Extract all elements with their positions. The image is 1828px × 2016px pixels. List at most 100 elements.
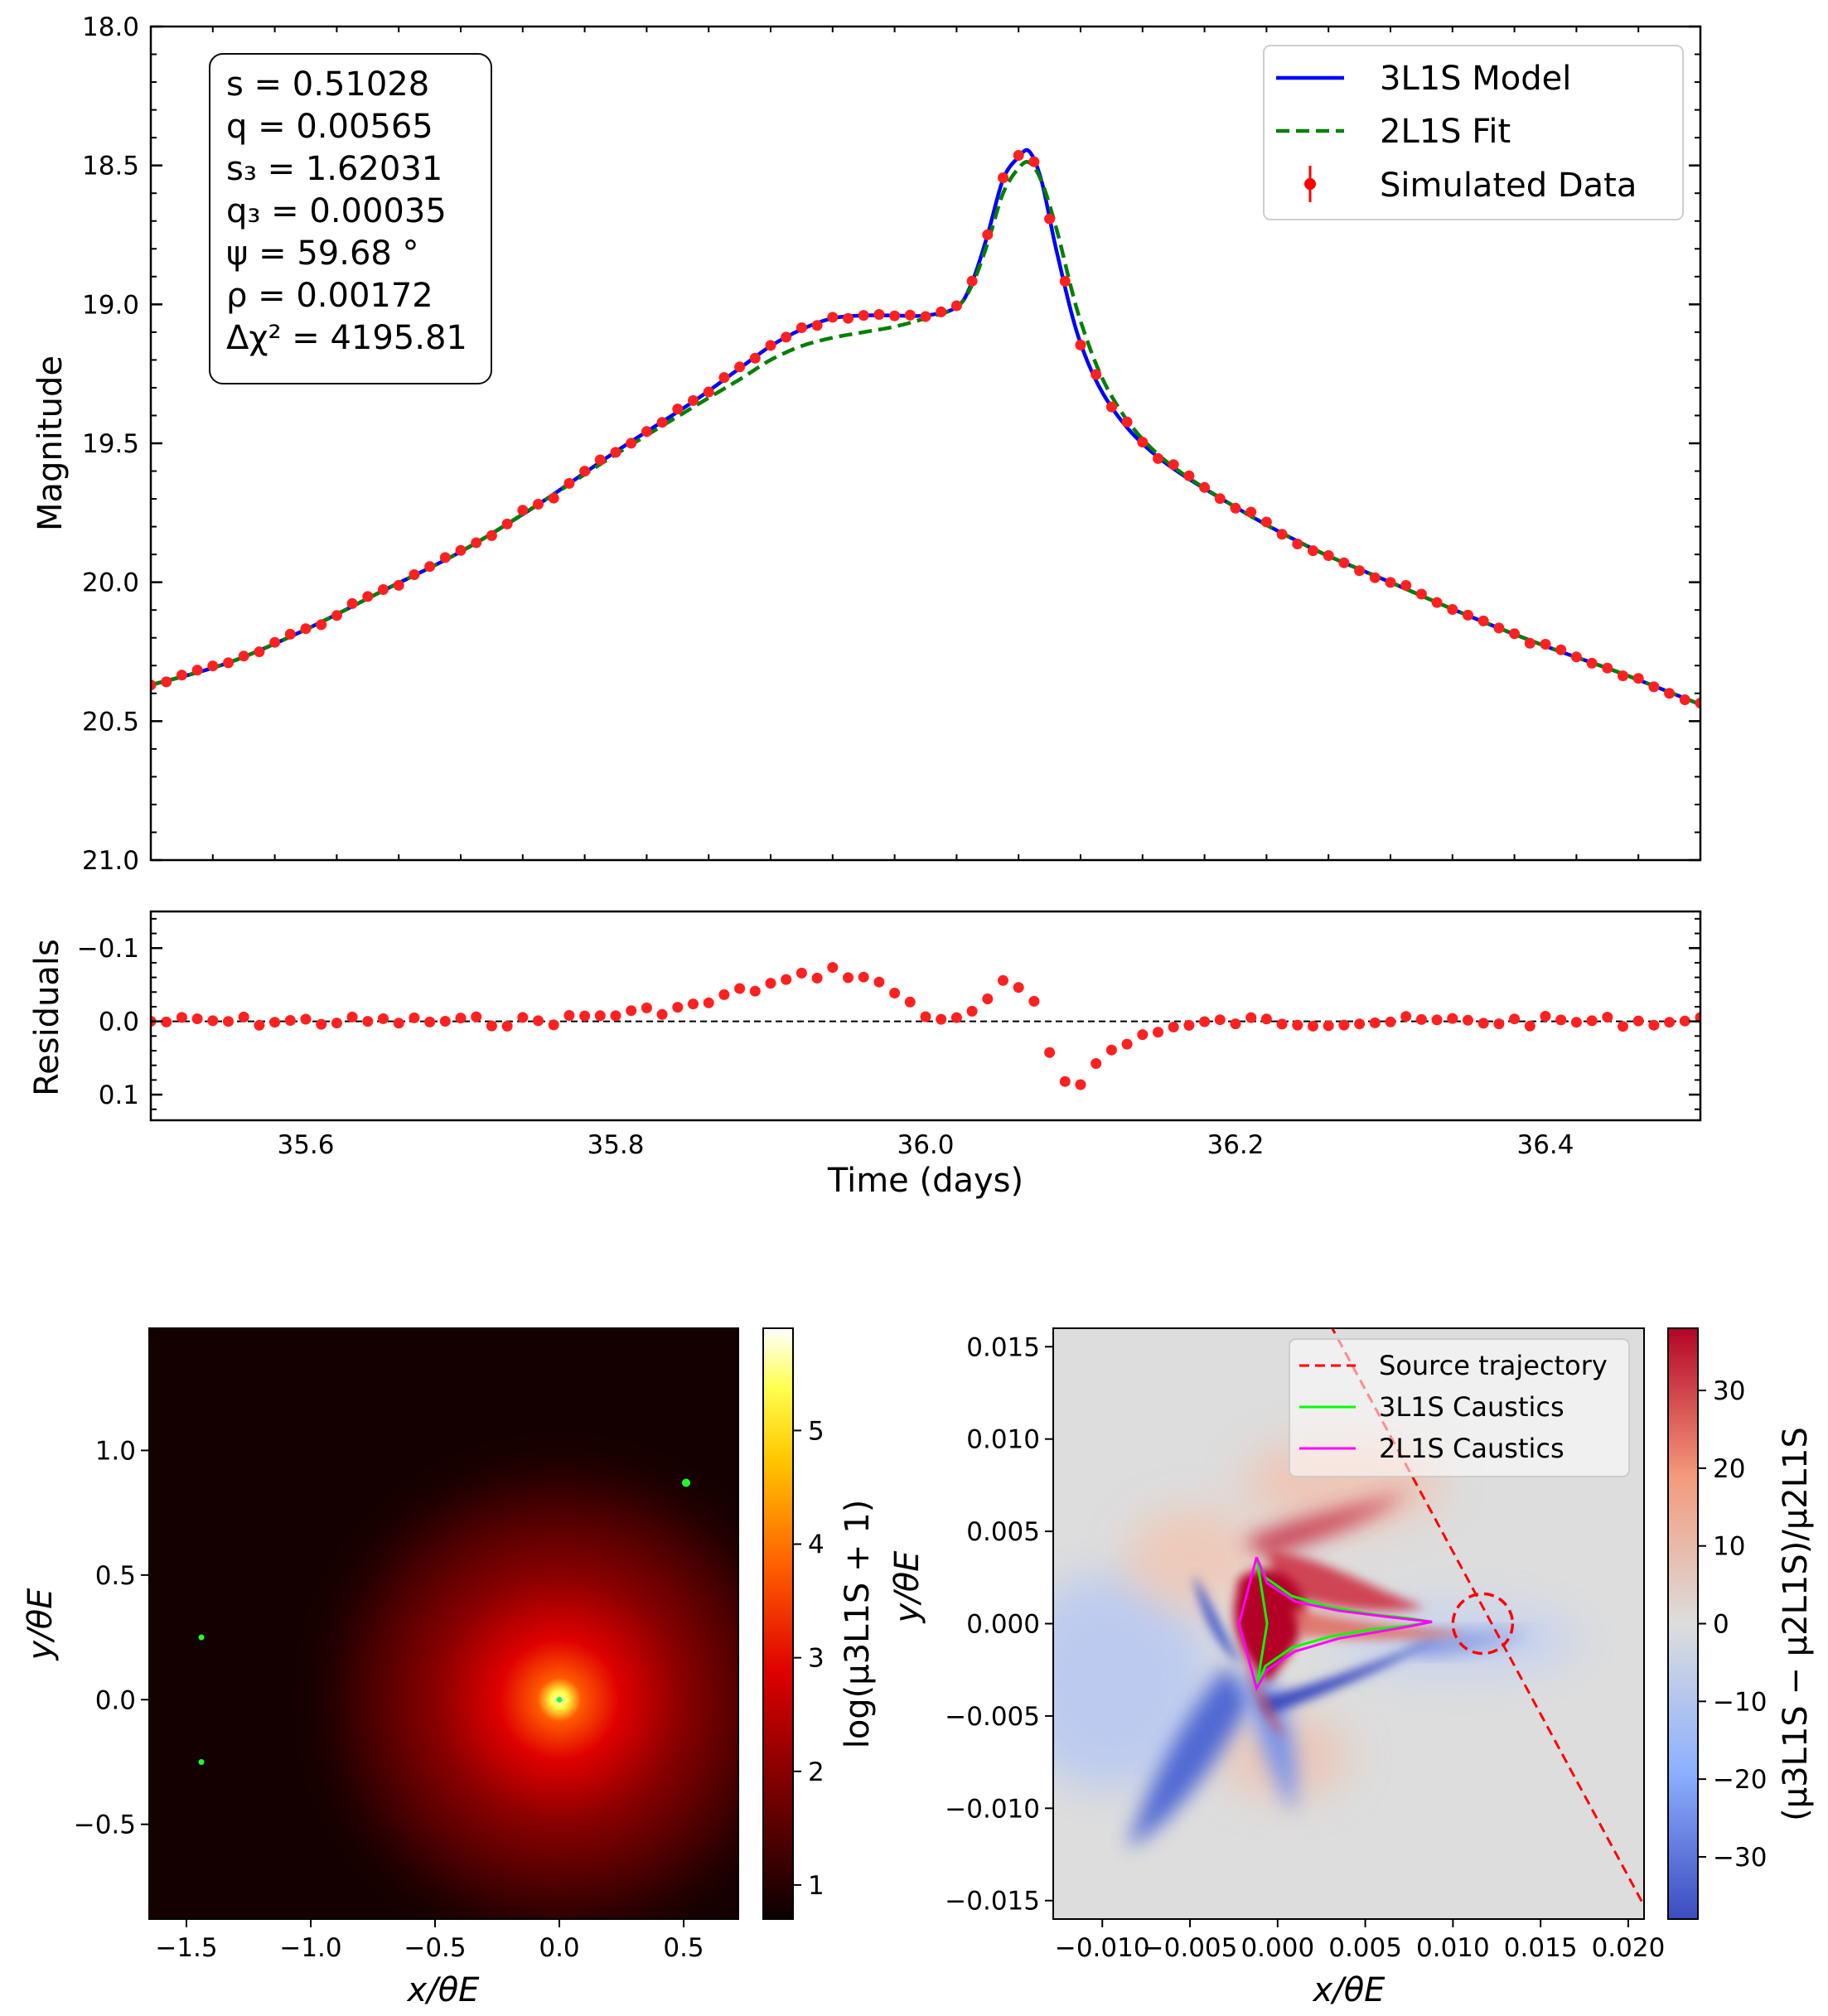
diff-ylabel: y/θE xyxy=(888,1550,926,1624)
data-point xyxy=(1245,506,1257,518)
data-point xyxy=(1415,588,1427,600)
residual-point xyxy=(1648,1019,1660,1031)
data-point xyxy=(718,372,730,384)
residual-point xyxy=(1524,1020,1535,1032)
param-s3: s₃ = 1.62031 xyxy=(226,150,442,188)
data-point xyxy=(1400,580,1412,591)
data-point xyxy=(471,537,482,549)
residual-point xyxy=(688,998,699,1010)
data-point xyxy=(1586,657,1598,669)
data-point xyxy=(439,552,451,563)
legend-3l1s-label: 3L1S Model xyxy=(1380,60,1571,98)
data-point xyxy=(1044,213,1056,225)
data-point xyxy=(176,670,187,681)
data-point xyxy=(1493,622,1505,634)
data-point xyxy=(1664,688,1676,699)
colorbar-tick-label: −20 xyxy=(1713,1765,1767,1795)
residual-point xyxy=(1415,1013,1427,1025)
lightcurve-legend: 3L1S Model 2L1S Fit Simulated Data xyxy=(1263,45,1684,220)
x-tick-label: −0.010 xyxy=(1055,1933,1150,1963)
residual-point xyxy=(1028,995,1040,1007)
residual-point xyxy=(594,1010,606,1022)
residual-point xyxy=(641,1002,652,1013)
y-tick-label: 18.0 xyxy=(82,12,139,42)
residual-point xyxy=(1664,1017,1676,1028)
data-point xyxy=(331,610,342,621)
data-point xyxy=(703,386,714,398)
data-point xyxy=(269,636,281,648)
data-point xyxy=(533,499,544,510)
residual-point xyxy=(1555,1014,1567,1026)
2l1s-caustic-curve xyxy=(1237,1556,1433,1692)
data-point xyxy=(300,623,312,635)
data-point xyxy=(1308,545,1318,557)
data-point xyxy=(1524,637,1535,649)
residual-point xyxy=(1276,1018,1288,1030)
residual-point xyxy=(563,1010,575,1021)
residual-point xyxy=(982,993,994,1004)
data-point xyxy=(966,275,978,287)
data-point xyxy=(936,306,947,317)
residual-point xyxy=(439,1016,451,1027)
residual-point xyxy=(1354,1018,1366,1030)
param-s: s = 0.51028 xyxy=(226,65,429,104)
residual-point xyxy=(1602,1012,1613,1023)
y-tick-label: 0.005 xyxy=(966,1517,1040,1547)
data-point xyxy=(501,518,513,529)
residual-point xyxy=(781,974,792,985)
residuals-xlabel: Time (days) xyxy=(827,1162,1023,1200)
data-point xyxy=(548,492,559,504)
residual-point xyxy=(1509,1013,1521,1025)
y-tick-label: 1.0 xyxy=(95,1436,136,1466)
data-point xyxy=(517,505,529,516)
data-point xyxy=(393,579,404,591)
residual-point xyxy=(316,1018,327,1030)
data-point xyxy=(641,426,652,438)
data-point xyxy=(1477,615,1489,626)
x-tick-label: 0.015 xyxy=(1504,1933,1578,1963)
x-tick-label: 0.010 xyxy=(1416,1933,1490,1963)
residual-point xyxy=(1695,1012,1700,1023)
data-point xyxy=(672,404,684,415)
data-point xyxy=(1153,452,1163,464)
x-tick-label: −1.0 xyxy=(279,1933,341,1963)
data-point xyxy=(191,665,203,676)
data-point xyxy=(1199,481,1211,493)
colorbar-tick-label: 0 xyxy=(1713,1610,1729,1640)
residual-point xyxy=(176,1012,187,1023)
y-tick-label: 0.015 xyxy=(966,1332,1040,1362)
residual-point xyxy=(1292,1019,1303,1031)
x-tick-label: 35.8 xyxy=(587,1130,644,1160)
residual-point xyxy=(873,976,885,988)
x-tick-label: −0.5 xyxy=(404,1933,466,1963)
data-point xyxy=(238,650,249,662)
data-point xyxy=(1137,437,1149,448)
residual-point xyxy=(284,1015,296,1026)
data-point xyxy=(1555,644,1567,655)
data-point xyxy=(749,352,761,364)
data-point xyxy=(827,312,839,323)
data-point xyxy=(1059,276,1071,287)
colorbar-tick-label: 4 xyxy=(808,1530,825,1560)
residual-points xyxy=(151,962,1700,1090)
data-point xyxy=(207,660,219,672)
data-point xyxy=(998,172,1008,183)
diff-colorbar-label: (μ3L1S − μ2L1S)/μ2L1S xyxy=(1777,1427,1815,1821)
data-point xyxy=(688,394,699,406)
residual-point xyxy=(703,997,714,1008)
residual-point xyxy=(1121,1038,1133,1050)
residual-point xyxy=(966,1005,978,1017)
residual-point xyxy=(1137,1029,1149,1041)
data-point xyxy=(1618,670,1628,682)
data-point xyxy=(378,584,389,595)
residual-point xyxy=(1586,1015,1598,1027)
colorbar-tick-label: 30 xyxy=(1713,1376,1745,1406)
lightcurve-ylabel: Magnitude xyxy=(31,355,70,531)
colorbar-tick-label: 1 xyxy=(808,1871,825,1901)
data-point xyxy=(1338,557,1350,568)
residual-point xyxy=(1260,1013,1272,1025)
x-tick-label: −1.5 xyxy=(155,1933,217,1963)
y-tick-label: 0.000 xyxy=(966,1610,1040,1640)
y-tick-label: 20.5 xyxy=(82,707,139,737)
data-point xyxy=(1183,470,1195,481)
